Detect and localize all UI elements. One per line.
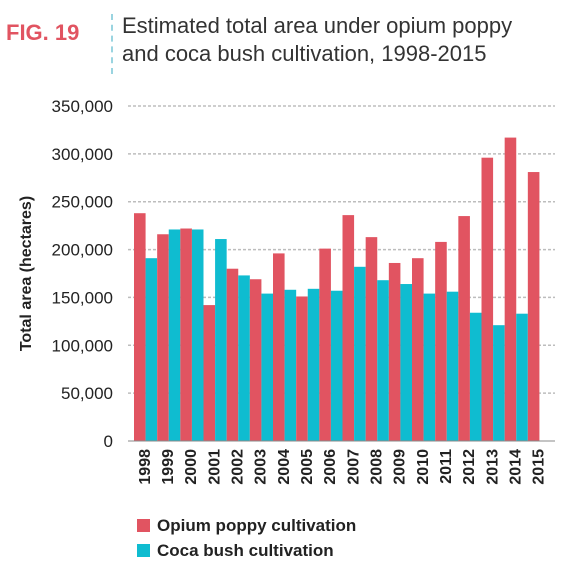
bar-coca-2011 xyxy=(446,291,459,441)
legend-item-opium: Opium poppy cultivation xyxy=(137,513,356,538)
bar-coca-2012 xyxy=(469,312,482,441)
bar-opium-2011 xyxy=(435,241,447,441)
x-tick-label: 2000 xyxy=(183,449,200,485)
legend-label-coca: Coca bush cultivation xyxy=(157,540,334,560)
bar-opium-2014 xyxy=(504,137,517,442)
bar-opium-2009 xyxy=(388,262,401,441)
bar-opium-2012 xyxy=(458,216,470,441)
bar-opium-2013 xyxy=(481,157,494,441)
x-tick-label: 2011 xyxy=(438,449,455,484)
bar-coca-2007 xyxy=(354,266,366,441)
x-tick-label: 2014 xyxy=(507,449,524,485)
bar-opium-2003 xyxy=(249,279,262,441)
y-tick-label: 50,000 xyxy=(61,384,113,403)
y-tick-label: 350,000 xyxy=(52,97,113,116)
bar-coca-2009 xyxy=(400,284,412,441)
legend-item-coca: Coca bush cultivation xyxy=(137,538,356,563)
chart-title: Estimated total area under opium poppy a… xyxy=(122,12,562,68)
legend-swatch-opium xyxy=(137,519,150,532)
x-tick-label: 2012 xyxy=(461,449,478,485)
x-tick-label: 2004 xyxy=(276,449,293,485)
bar-coca-2006 xyxy=(330,290,343,441)
bar-coca-2003 xyxy=(261,293,273,441)
bar-coca-2013 xyxy=(493,325,505,441)
bar-coca-2004 xyxy=(284,289,297,441)
bar-coca-2010 xyxy=(423,293,436,441)
bar-opium-1999 xyxy=(157,234,169,441)
y-tick-label: 200,000 xyxy=(52,241,113,260)
bar-opium-1998 xyxy=(134,213,146,441)
x-axis-ticks: 1998 1999 2000 2001 2002 2003 2004 2005 2006 2007… xyxy=(137,449,548,485)
x-tick-label: 2003 xyxy=(253,449,270,485)
x-tick-label: 2002 xyxy=(229,449,246,485)
x-tick-label: 2007 xyxy=(345,449,362,485)
x-tick-label: 2015 xyxy=(531,449,548,485)
x-tick-label: 1999 xyxy=(160,449,177,485)
bar-opium-2002 xyxy=(226,268,239,441)
bar-opium-2006 xyxy=(319,248,331,441)
y-axis-label: Total area (hectares) xyxy=(18,196,35,351)
x-tick-label: 1998 xyxy=(137,449,154,485)
figure-label: FIG. 19 xyxy=(6,20,80,45)
x-tick-label: 2001 xyxy=(206,449,223,485)
x-tick-label: 2010 xyxy=(415,449,432,485)
bar-opium-2001 xyxy=(203,305,216,441)
header-divider xyxy=(111,14,113,74)
chart-title-line-1: Estimated total area under opium poppy xyxy=(122,13,513,38)
legend-swatch-coca xyxy=(137,544,150,557)
x-tick-label: 2009 xyxy=(392,449,409,485)
bar-coca-2005 xyxy=(307,288,320,441)
bars xyxy=(134,137,540,442)
y-tick-label: 100,000 xyxy=(52,336,113,355)
bar-opium-2005 xyxy=(296,296,308,441)
bar-opium-2008 xyxy=(365,237,378,441)
bar-opium-2007 xyxy=(342,215,355,441)
bar-coca-2002 xyxy=(238,275,250,441)
bar-coca-2000 xyxy=(191,229,204,441)
bar-coca-1998 xyxy=(145,258,158,441)
figure-header: FIG. 19 Estimated total area under opium… xyxy=(0,0,571,80)
bar-opium-2004 xyxy=(273,253,285,441)
bar-coca-2014 xyxy=(516,313,528,441)
bar-opium-2010 xyxy=(412,258,424,441)
x-tick-label: 2005 xyxy=(299,449,316,485)
x-tick-label: 2008 xyxy=(368,449,385,485)
y-tick-label: 150,000 xyxy=(52,288,113,307)
y-axis-ticks: 0 50,000 100,000 150,000 200,000 250,000 300,0… xyxy=(52,97,113,451)
bar-coca-1999 xyxy=(168,229,181,441)
chart-title-line-2: and coca bush cultivation, 1998-2015 xyxy=(122,41,487,66)
x-tick-label: 2013 xyxy=(484,449,501,485)
legend-label-opium: Opium poppy cultivation xyxy=(157,515,357,535)
bar-opium-2015 xyxy=(527,172,540,442)
x-tick-label: 2006 xyxy=(322,449,339,485)
bar-opium-2000 xyxy=(180,228,192,441)
bar-coca-2008 xyxy=(377,280,389,441)
y-tick-label: 300,000 xyxy=(52,145,113,164)
legend: Opium poppy cultivation Coca bush cultiv… xyxy=(137,513,356,563)
y-tick-label: 0 xyxy=(104,432,113,451)
y-tick-label: 250,000 xyxy=(52,193,113,212)
bar-coca-2001 xyxy=(215,239,227,441)
